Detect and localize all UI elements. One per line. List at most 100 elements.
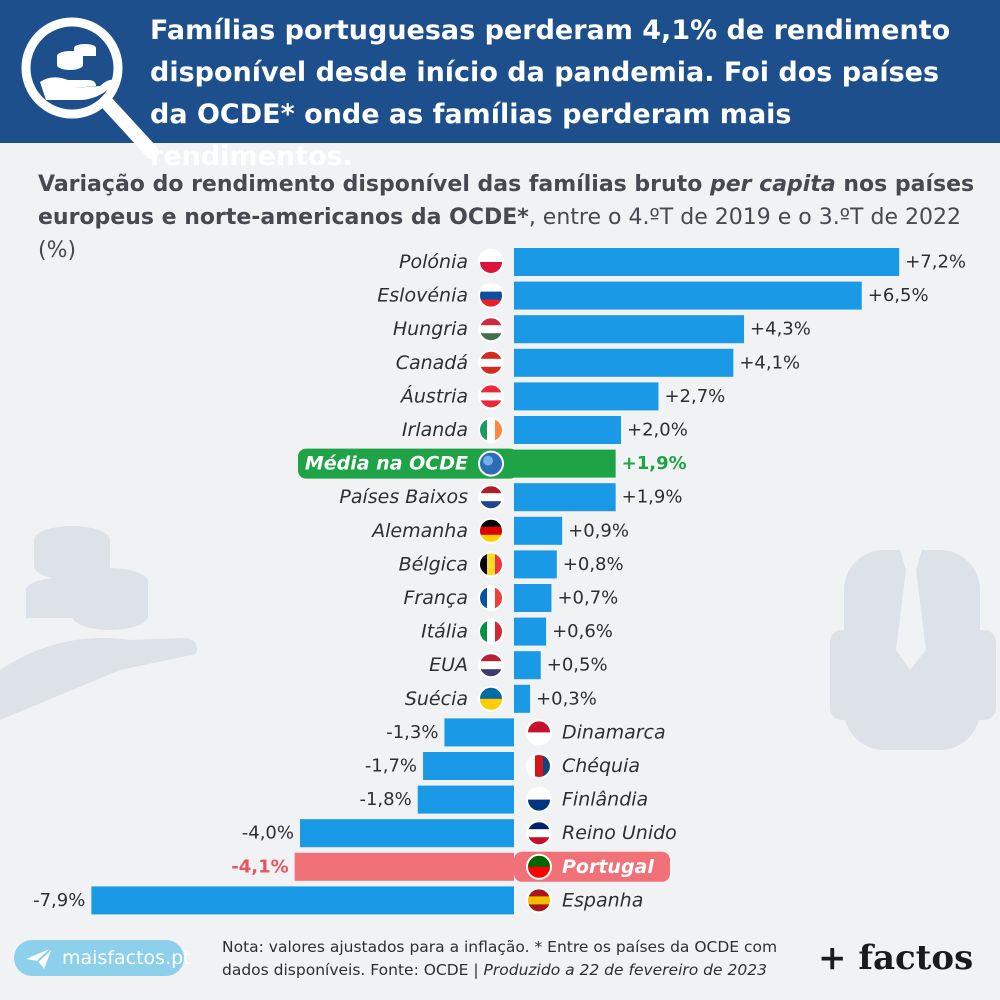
value-label: -4,0%: [242, 823, 294, 844]
bar-eua: [514, 651, 541, 680]
category-label: Países Baixos: [339, 486, 468, 508]
value-label: -7,9%: [33, 890, 85, 911]
value-label: +4,3%: [750, 319, 811, 340]
category-label: Dinamarca: [562, 721, 666, 743]
brand-text: maisfactos.pt: [62, 947, 191, 969]
flag-stripe: [479, 493, 503, 502]
value-label: +0,6%: [552, 621, 613, 642]
flag-alemanha-icon: [478, 517, 504, 544]
bar-canada: [514, 348, 734, 377]
flag-dinamarca-icon: [526, 719, 552, 746]
value-label: -1,7%: [365, 756, 417, 777]
flag-canada-icon: [478, 349, 504, 376]
flag-irlanda-icon: [478, 417, 504, 443]
bar-suecia: [514, 684, 531, 713]
brand-link[interactable]: maisfactos.pt: [14, 940, 191, 976]
flag-stripe: [479, 333, 503, 342]
globe-icon-land: [483, 455, 493, 466]
flag-espanha-icon: [526, 887, 552, 914]
flag-stripe: [479, 400, 503, 409]
flag-suecia-icon: [478, 685, 504, 712]
bar-paises-baixos: [514, 483, 616, 512]
flag-media-na-ocde-icon: [478, 450, 504, 477]
flag-stripe: [527, 896, 551, 905]
flag-stripe: [479, 485, 503, 494]
flag-stripe: [495, 418, 503, 442]
value-label: -4,1%: [231, 856, 288, 877]
flag-eua-icon: [478, 652, 504, 679]
category-label: Áustria: [399, 384, 468, 407]
flag-stripe: [479, 586, 488, 610]
category-label: Bélgica: [399, 553, 468, 575]
bar-finlandia: [417, 785, 514, 814]
flag-stripe: [527, 732, 551, 745]
chart-subtitle: Variação do rendimento disponível das fa…: [38, 168, 983, 267]
average-highlight-pill: [298, 448, 518, 479]
flag-stripe: [495, 552, 503, 577]
bar-italia: [514, 617, 547, 646]
category-label: Suécia: [405, 688, 468, 710]
value-label: +4,1%: [739, 352, 800, 373]
category-label: Alemanha: [370, 520, 468, 542]
paper-plane-icon: [26, 947, 53, 969]
bar-austria: [514, 382, 659, 411]
flag-stripe: [479, 418, 488, 442]
flag-stripe: [479, 392, 503, 401]
flag-stripe: [479, 619, 488, 644]
bar-hungria: [514, 315, 745, 344]
flag-stripe: [479, 250, 503, 263]
flag-belgica-icon: [478, 551, 504, 578]
header-banner: Famílias portuguesas perderam 4,1% de re…: [0, 0, 1000, 172]
flag-stripe: [479, 358, 503, 368]
flag-portugal-icon: [526, 853, 552, 880]
category-label: França: [403, 587, 468, 609]
category-label: Reino Unido: [562, 822, 677, 844]
flag-stripe: [479, 299, 503, 308]
value-label: +0,5%: [547, 655, 608, 676]
value-label: +0,9%: [568, 520, 629, 541]
bar-reino-unido: [300, 819, 514, 848]
flag-reino-unido-icon: [526, 820, 552, 847]
value-label: +2,0%: [627, 420, 688, 441]
footnote-text: Nota: valores ajustados para a inflação.…: [222, 938, 778, 979]
flag-stripe: [495, 586, 503, 610]
flag-stripe: [479, 325, 503, 334]
category-label: Espanha: [562, 889, 643, 911]
subtitle-part-2: per capita: [709, 172, 836, 197]
category-label: Itália: [421, 621, 468, 643]
flag-finlandia-icon: [526, 786, 552, 813]
subtitle-part-1: Variação do rendimento disponível das fa…: [38, 172, 710, 197]
value-label: +0,3%: [536, 688, 597, 709]
flag-stripe: [487, 552, 496, 577]
value-label: -1,3%: [386, 722, 438, 743]
flag-stripe: [479, 283, 503, 293]
flag-stripe: [527, 829, 551, 838]
footnote: Nota: valores ajustados para a inflação.…: [222, 936, 802, 982]
subtitle-part-4: , entre o 4.ºT de 2019 e o 3.ºT de 2022 …: [38, 205, 961, 263]
flag-stripe: [479, 366, 503, 375]
portugal-highlight-pill: [514, 851, 670, 882]
category-label: Polónia: [399, 251, 468, 273]
flag-stripe: [527, 904, 551, 913]
bar-franca: [514, 584, 552, 612]
flag-stripe: [527, 888, 551, 897]
flag-stripe: [479, 262, 503, 274]
bar-chequia: [423, 752, 514, 780]
category-label: Irlanda: [402, 419, 468, 441]
flag-franca-icon: [478, 585, 504, 611]
flag-stripe: [527, 754, 536, 778]
flag-stripe: [479, 552, 488, 577]
flag-stripe: [527, 787, 551, 801]
flag-stripe: [479, 698, 503, 711]
header-title: Famílias portuguesas perderam 4,1% de re…: [150, 15, 951, 172]
flag-austria-icon: [478, 383, 504, 410]
value-label: +6,5%: [868, 285, 929, 306]
flag-stripe: [527, 854, 551, 868]
category-label: Chéquia: [562, 755, 640, 777]
flag-stripe: [535, 754, 544, 778]
bar-polonia: [514, 248, 900, 276]
bar-dinamarca: [444, 718, 514, 747]
flag-stripe: [479, 653, 503, 662]
flag-italia-icon: [478, 618, 504, 645]
person-empty-pockets-illustration: [830, 550, 996, 750]
